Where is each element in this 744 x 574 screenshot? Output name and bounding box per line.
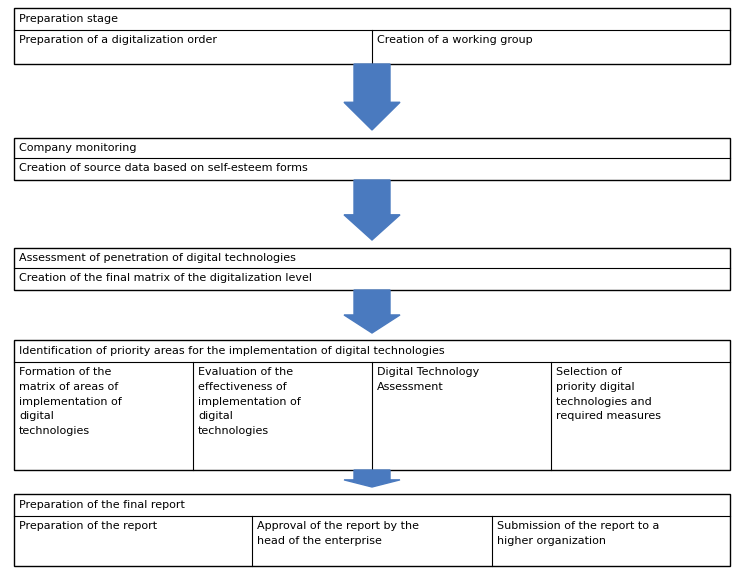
Bar [14, 248, 730, 290]
Text: Company monitoring: Company monitoring [19, 143, 136, 153]
Text: Identification of priority areas for the implementation of digital technologies: Identification of priority areas for the… [19, 346, 445, 356]
Polygon shape [344, 290, 400, 333]
Bar [14, 494, 730, 566]
Text: Formation of the
matrix of areas of
implementation of
digital
technologies: Formation of the matrix of areas of impl… [19, 367, 122, 436]
Bar [14, 8, 730, 64]
Text: Creation of a working group: Creation of a working group [377, 35, 533, 45]
Polygon shape [344, 470, 400, 487]
Text: Preparation stage: Preparation stage [19, 14, 118, 24]
Text: Preparation of the final report: Preparation of the final report [19, 500, 185, 510]
Bar [14, 340, 730, 470]
Text: Assessment of penetration of digital technologies: Assessment of penetration of digital tec… [19, 253, 296, 263]
Bar [14, 138, 730, 180]
Text: Submission of the report to a
higher organization: Submission of the report to a higher org… [496, 521, 659, 546]
Text: Preparation of the report: Preparation of the report [19, 521, 157, 531]
Text: Preparation of a digitalization order: Preparation of a digitalization order [19, 35, 217, 45]
Text: Approval of the report by the
head of the enterprise: Approval of the report by the head of th… [257, 521, 420, 546]
Text: Selection of
priority digital
technologies and
required measures: Selection of priority digital technologi… [556, 367, 661, 421]
Polygon shape [344, 64, 400, 130]
Text: Digital Technology
Assessment: Digital Technology Assessment [377, 367, 479, 392]
Text: Creation of the final matrix of the digitalization level: Creation of the final matrix of the digi… [19, 273, 312, 283]
Polygon shape [344, 180, 400, 240]
Text: Creation of source data based on self-esteem forms: Creation of source data based on self-es… [19, 163, 308, 173]
Text: Evaluation of the
effectiveness of
implementation of
digital
technologies: Evaluation of the effectiveness of imple… [198, 367, 301, 436]
